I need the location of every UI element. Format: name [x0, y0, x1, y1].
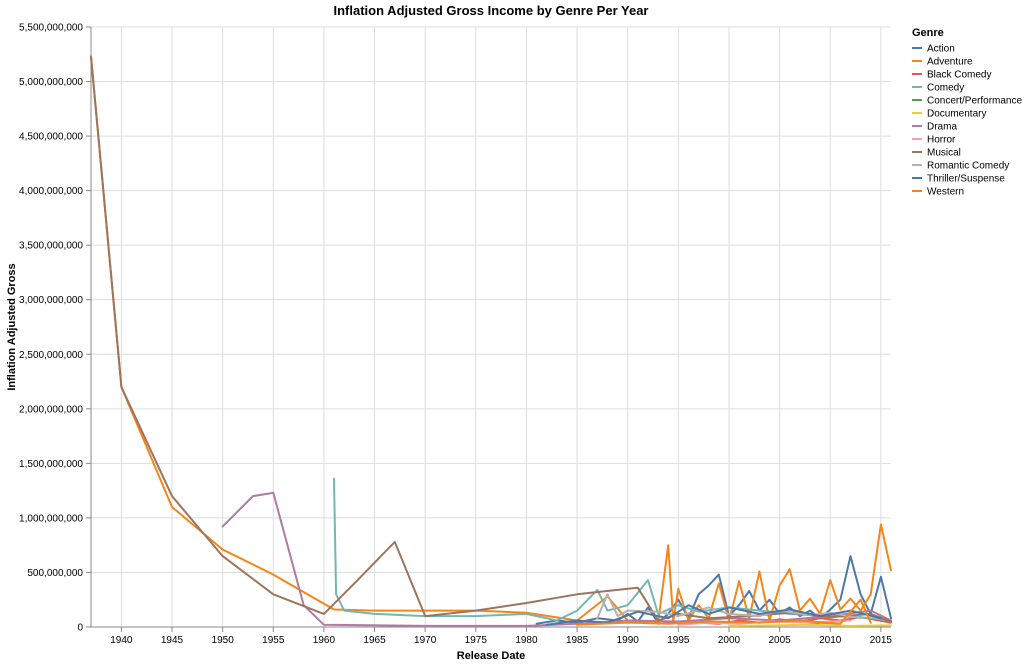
legend-label-western: Western: [927, 187, 964, 198]
legend-label-musical: Musical: [927, 148, 961, 159]
legend-label-drama: Drama: [927, 122, 957, 133]
series-lines: [90, 55, 892, 627]
legend-label-thriller-suspense: Thriller/Suspense: [927, 174, 1005, 185]
x-tick-label: 1945: [161, 635, 184, 646]
y-tick-label: 2,500,000,000: [19, 350, 83, 361]
x-tick-label: 2005: [768, 635, 791, 646]
x-tick-label: 1960: [313, 635, 336, 646]
x-tick-label: 2010: [819, 635, 842, 646]
x-tick-label: 1975: [465, 635, 488, 646]
y-tick-label: 1,000,000,000: [19, 513, 83, 524]
y-tick-label: 5,500,000,000: [19, 23, 83, 34]
axes: 1940 1945 1950 1955 1960 1965 1970 1975 1980 1985…: [19, 23, 892, 647]
y-tick-label: 2,000,000,000: [19, 404, 83, 415]
x-tick-label: 1980: [515, 635, 538, 646]
y-axis-title: Inflation Adjusted Gross: [6, 263, 18, 390]
y-tick-label: 3,500,000,000: [19, 241, 83, 252]
legend-label-romantic-comedy: Romantic Comedy: [927, 161, 1009, 172]
y-tick-label: 5,000,000,000: [19, 77, 83, 88]
series-line-drama: [221, 491, 892, 627]
x-tick-label: 1995: [667, 635, 690, 646]
y-tick-label: 500,000,000: [27, 568, 83, 579]
legend: Genre Action Adventure Black Comedy Comedy C…: [912, 27, 1022, 198]
chart-title: Inflation Adjusted Gross Income by Genre…: [334, 3, 649, 18]
legend-label-action: Action: [927, 44, 955, 55]
x-tick-label: 1970: [414, 635, 437, 646]
y-tick-label: 0: [77, 623, 83, 634]
legend-label-comedy: Comedy: [927, 83, 964, 94]
legend-title: Genre: [912, 27, 944, 39]
series-line-western: [576, 598, 872, 626]
x-tick-label: 1965: [363, 635, 386, 646]
x-axis-title: Release Date: [457, 650, 526, 662]
x-tick-label: 1990: [617, 635, 640, 646]
x-tick-label: 1940: [110, 635, 133, 646]
x-tick-label: 1955: [262, 635, 285, 646]
x-tick-label: 1985: [566, 635, 589, 646]
y-tick-label: 1,500,000,000: [19, 459, 83, 470]
series-line-musical: [90, 55, 892, 623]
legend-label-horror: Horror: [927, 135, 956, 146]
series-line-adventure: [90, 55, 892, 624]
legend-label-concert-performance: Concert/Performance: [927, 96, 1022, 107]
legend-label-adventure: Adventure: [927, 57, 973, 68]
legend-label-black-comedy: Black Comedy: [927, 70, 991, 81]
x-tick-label: 2015: [870, 635, 893, 646]
x-tick-label: 2000: [718, 635, 741, 646]
y-tick-label: 4,500,000,000: [19, 132, 83, 143]
y-tick-label: 3,000,000,000: [19, 295, 83, 306]
grid: [91, 26, 891, 628]
series-line-documentary: [728, 623, 892, 627]
x-tick-label: 1950: [212, 635, 235, 646]
legend-label-documentary: Documentary: [927, 109, 986, 120]
y-tick-label: 4,000,000,000: [19, 186, 83, 197]
series-line-romantic-comedy: [596, 593, 862, 620]
